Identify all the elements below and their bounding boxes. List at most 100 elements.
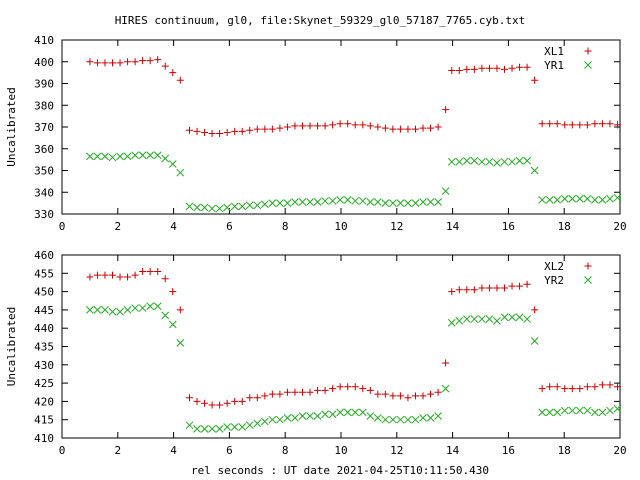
data-point: [351, 197, 360, 205]
data-point: [366, 198, 375, 206]
data-point: [538, 196, 547, 204]
data-point: [538, 120, 546, 128]
data-point: [193, 203, 201, 212]
legend-label: YR1: [544, 59, 564, 72]
data-point: [123, 306, 132, 314]
data-point: [568, 194, 577, 203]
data-point: [462, 315, 471, 323]
data-point: [176, 76, 184, 84]
data-point: [500, 157, 509, 166]
data-point: [230, 423, 239, 431]
data-point: [253, 394, 261, 402]
data-point: [283, 388, 291, 396]
data-point: [124, 58, 132, 66]
data-point: [291, 388, 299, 396]
data-point: [168, 320, 177, 329]
data-point: [131, 304, 139, 312]
data-point: [426, 198, 435, 206]
y-tick-label: 450: [34, 286, 54, 299]
y-tick-label: 400: [34, 56, 54, 69]
data-point: [493, 64, 501, 72]
x-tick-label: 8: [282, 220, 289, 233]
data-point: [108, 153, 117, 162]
data-point: [161, 311, 170, 320]
data-point: [260, 417, 269, 426]
data-point: [404, 199, 412, 207]
y-tick-label: 440: [34, 322, 54, 335]
data-point: [344, 383, 352, 391]
data-point: [442, 359, 450, 367]
data-point: [351, 383, 359, 391]
data-point: [583, 383, 591, 391]
data-point: [343, 196, 352, 204]
x-tick-label: 8: [282, 444, 289, 457]
data-point: [161, 275, 169, 283]
x-tick-label: 6: [226, 220, 233, 233]
data-point: [591, 120, 599, 128]
data-point: [101, 152, 109, 161]
y-axis-label: Uncalibrated: [5, 87, 18, 166]
data-point: [276, 199, 284, 207]
data-point: [560, 406, 569, 415]
data-point: [493, 284, 501, 292]
legend-marker: [584, 276, 592, 284]
data-point: [246, 394, 254, 402]
data-point: [470, 286, 478, 294]
x-tick-label: 6: [226, 444, 233, 457]
data-point: [306, 122, 314, 130]
data-point: [546, 120, 554, 128]
data-point: [478, 64, 486, 72]
data-point: [613, 404, 622, 413]
data-point: [276, 390, 284, 398]
data-point: [455, 286, 463, 294]
data-point: [515, 156, 524, 165]
plot-frame: [61, 39, 621, 215]
data-point: [553, 383, 561, 391]
data-point: [93, 152, 102, 161]
data-point: [411, 415, 420, 424]
data-point: [606, 194, 614, 203]
data-point: [576, 385, 584, 393]
x-tick-label: 14: [446, 444, 460, 457]
data-point: [139, 57, 147, 65]
data-point: [86, 152, 94, 161]
data-point: [374, 390, 382, 398]
data-point: [568, 385, 576, 393]
data-point: [238, 397, 246, 405]
data-point: [216, 401, 224, 409]
data-point: [131, 151, 139, 160]
data-point: [208, 130, 216, 138]
y-axis-label: Uncalibrated: [5, 307, 18, 386]
data-point: [223, 128, 231, 136]
data-point: [291, 414, 299, 422]
data-point: [186, 126, 194, 134]
data-point: [108, 307, 117, 316]
data-point: [276, 124, 284, 132]
legend-marker: [584, 262, 592, 270]
data-point: [523, 63, 531, 71]
data-point: [329, 385, 337, 393]
data-point: [298, 198, 307, 206]
legend-marker: [584, 47, 592, 55]
data-point: [485, 284, 493, 292]
data-point: [389, 415, 397, 424]
data-point: [478, 284, 486, 292]
data-point: [396, 415, 405, 424]
data-point: [508, 64, 516, 72]
data-point: [359, 385, 367, 393]
data-point: [161, 154, 170, 163]
data-point: [470, 65, 478, 73]
data-point: [411, 199, 420, 207]
data-point: [404, 394, 412, 402]
data-point: [185, 202, 194, 211]
x-tick-label: 12: [390, 444, 403, 457]
data-point: [146, 302, 155, 311]
data-point: [485, 64, 493, 72]
data-point: [131, 271, 139, 279]
x-tick-label: 2: [114, 444, 121, 457]
legend-label: XL1: [544, 45, 564, 58]
y-tick-label: 425: [34, 377, 54, 390]
data-point: [268, 199, 277, 207]
data-point: [176, 168, 185, 177]
data-point: [583, 121, 591, 129]
